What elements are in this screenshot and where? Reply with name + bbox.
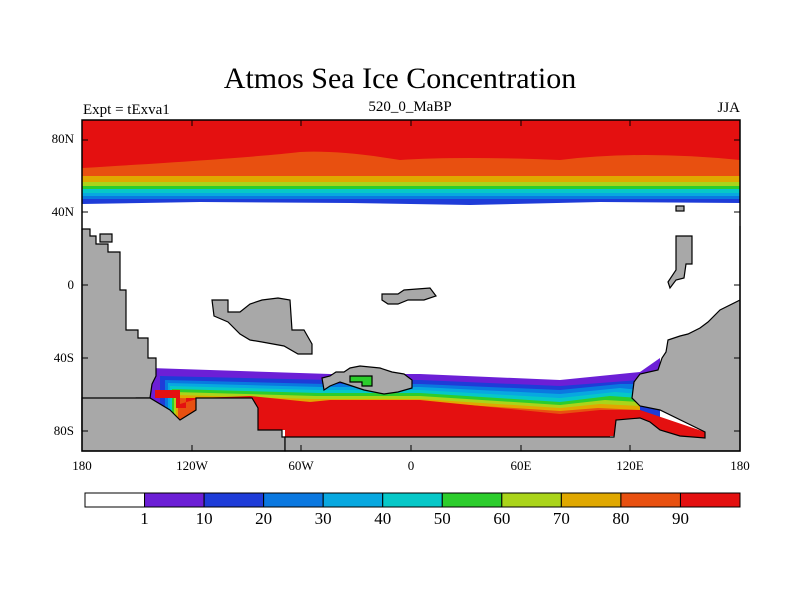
lat-label-40s: 40S: [53, 350, 74, 365]
colorbar-label: 50: [433, 509, 451, 528]
land-polar-island: [349, 375, 373, 387]
colorbar-label: 20: [255, 509, 273, 528]
antarctic-ice-bands: [150, 358, 705, 438]
colorbar-swatch: [203, 492, 265, 508]
period-label: 520_0_MaBP: [368, 99, 452, 115]
lat-label-80n: 80N: [51, 131, 74, 146]
lon-label-120e: 120E: [616, 458, 644, 473]
land-east-continent: [284, 226, 741, 452]
colorbar-swatch: [441, 492, 503, 508]
experiment-label: Expt = tExva1: [83, 102, 170, 118]
land-equatorial-island-west: [211, 297, 313, 355]
colorbar-swatch: [620, 492, 681, 508]
colorbar-swatch: [382, 492, 443, 508]
colorbar-label: 30: [314, 509, 332, 528]
season-label: JJA: [717, 100, 740, 116]
lat-label-40n: 40N: [51, 204, 74, 219]
colorbar-label: 1: [140, 509, 149, 528]
lon-label-0: 0: [407, 458, 415, 473]
map-title: Atmos Sea Ice Concentration: [223, 62, 577, 95]
lon-label-180e: 180: [730, 458, 750, 473]
lon-label-60w: 60W: [288, 458, 314, 473]
lon-label-180w: 180: [72, 458, 92, 473]
land-east-islet: [675, 205, 685, 212]
colorbar-swatch: [679, 492, 741, 508]
land-east-small-island: [667, 235, 693, 290]
colorbar-swatch: [322, 492, 384, 508]
colorbar-label: 60: [493, 509, 511, 528]
lat-label-80s: 80S: [53, 423, 74, 438]
lon-label-60e: 60E: [510, 458, 532, 473]
colorbar-label: 10: [195, 509, 213, 528]
arctic-ice-bands: [82, 120, 740, 205]
land-equatorial-island-east: [381, 287, 437, 305]
lon-label-120w: 120W: [176, 458, 208, 473]
colorbar-swatch: [144, 492, 205, 508]
colorbar-swatch: [84, 492, 146, 508]
colorbar: [84, 492, 741, 508]
colorbar-swatch: [560, 492, 622, 508]
axis-ticks: [82, 120, 740, 451]
colorbar-label: 90: [671, 509, 689, 528]
colorbar-label: 80: [612, 509, 630, 528]
colorbar-swatch: [263, 492, 324, 508]
lat-label-0: 0: [67, 277, 75, 292]
colorbar-label: 70: [552, 509, 570, 528]
land-masses: [81, 205, 741, 452]
colorbar-label: 40: [374, 509, 392, 528]
colorbar-swatch: [501, 492, 562, 508]
land-west-islet: [99, 233, 113, 243]
